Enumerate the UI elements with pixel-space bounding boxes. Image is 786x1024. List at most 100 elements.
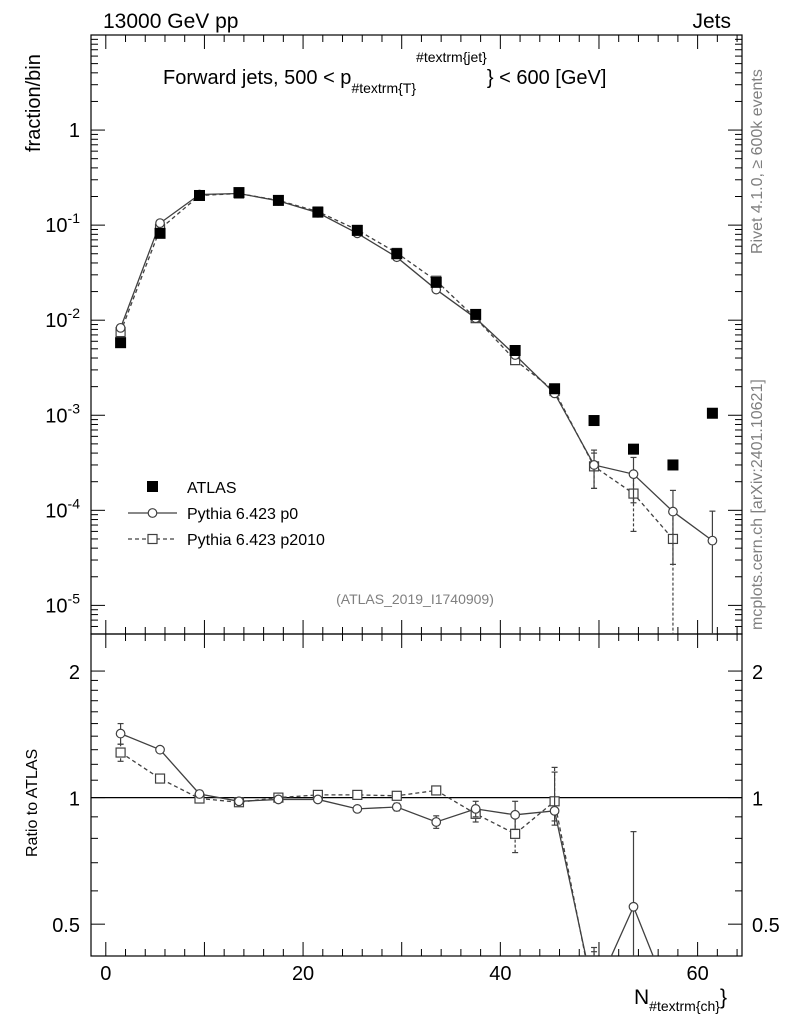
main-p0-point	[589, 460, 599, 470]
main-atlas-point	[391, 248, 403, 260]
ratio-p0-point	[510, 809, 521, 820]
main-y-tick-label: 10-1	[45, 210, 80, 237]
plot-title-tail: } < 600 [GeV]	[487, 67, 607, 89]
x-axis-label-main: N	[634, 986, 649, 1009]
ratio-p2010-point	[510, 828, 521, 839]
main-axis-ticks: 10-510-410-310-210-11	[45, 35, 742, 634]
main-atlas-point	[706, 407, 718, 419]
main-y-tick-base: 10	[45, 405, 67, 427]
jets-label: Jets	[692, 10, 731, 33]
ratio-p0-point	[470, 804, 481, 814]
x-axis-label-tail: }	[720, 986, 727, 1009]
ratio-p0-point	[431, 817, 442, 827]
x-tick-label: 0	[100, 963, 111, 985]
ratio-y-tick-label-right: 2	[752, 662, 763, 684]
main-atlas-point	[588, 415, 600, 427]
main-p0-point	[628, 469, 639, 480]
main-y-tick-label: 10-2	[45, 305, 80, 332]
main-atlas-point	[628, 443, 639, 455]
x-axis-label-sub: #textrm{ch}	[649, 998, 720, 1014]
main-atlas-point	[470, 308, 482, 320]
ratio-y-tick-label-right: 0.5	[752, 915, 780, 937]
ratio-p0-point	[155, 744, 165, 755]
main-atlas-point	[154, 227, 166, 239]
main-p0-point	[155, 218, 165, 229]
rivet-label: Rivet 4.1.0, ≥ 600k events	[749, 69, 766, 254]
ratio-p0-point	[352, 804, 363, 814]
main-p0-line	[119, 192, 713, 542]
ratio-y-tick-label-right: 1	[752, 789, 763, 811]
main-atlas-point	[509, 344, 521, 356]
legend-p2010-marker	[147, 533, 158, 545]
ratio-p0-point	[312, 794, 323, 805]
ratio-p2010-point	[590, 996, 599, 1005]
ratio-p0-point	[628, 901, 639, 912]
ratio-panel-frame	[90, 633, 743, 957]
plot-title-sup: #textrm{jet}	[416, 49, 487, 65]
x-tick-label: 40	[489, 963, 511, 985]
main-atlas-point	[549, 383, 561, 395]
main-y-tick-exponent: -1	[68, 210, 81, 226]
x-tick-label: 20	[292, 963, 314, 985]
main-y-tick-label: 1	[69, 120, 80, 142]
plot-title-main: Forward jets, 500 < p	[163, 67, 351, 89]
mcplots-label: mcplots.cern.ch [arXiv:2401.10621]	[749, 379, 766, 630]
main-p0-point	[668, 506, 678, 517]
main-atlas-point	[667, 459, 679, 471]
main-y-tick-base: 10	[45, 310, 67, 332]
main-atlas-point	[115, 337, 127, 349]
y-axis-label-main: fraction/bin	[23, 54, 45, 152]
main-y-tick-label: 10-3	[45, 400, 80, 427]
main-atlas-point	[233, 187, 245, 199]
main-y-tick-base: 10	[45, 595, 67, 617]
ratio-p0-point	[549, 805, 560, 816]
main-p0-point	[707, 535, 718, 546]
ratio-axis-ticks: 0.5 0.51 12 20 20 40 60	[52, 634, 780, 985]
ratio-y-tick-label: 2	[69, 662, 80, 684]
main-atlas-point	[272, 194, 284, 206]
main-atlas-point	[194, 189, 205, 201]
main-y-tick-label: 10-5	[45, 590, 80, 617]
main-y-tick-label: 10-4	[45, 495, 80, 522]
plot-title: Forward jets, 500 < p#textrm{T}#textrm{j…	[163, 49, 606, 96]
ratio-y-tick-label: 1	[69, 789, 80, 811]
ratio-p0-point	[234, 796, 244, 807]
ratio-y-tick-label: 0.5	[52, 915, 80, 937]
legend-atlas-label: ATLAS	[187, 480, 237, 497]
ratio-p2010-point	[115, 747, 126, 758]
legend: ATLAS Pythia 6.423 p0 Pythia 6.423 p2010	[128, 480, 325, 549]
analysis-watermark: (ATLAS_2019_I1740909)	[336, 591, 494, 607]
legend-atlas-marker	[147, 481, 158, 492]
energy-label: 13000 GeV pp	[103, 10, 238, 33]
main-y-tick-exponent: -5	[68, 590, 81, 606]
main-atlas-point	[312, 206, 324, 218]
legend-p2010-label: Pythia 6.423 p2010	[187, 532, 325, 549]
ratio-p2010-point	[431, 785, 442, 796]
main-atlas-point	[430, 276, 442, 288]
main-y-tick-exponent: -4	[68, 495, 81, 511]
main-atlas-point	[351, 224, 363, 236]
ratio-p2010-point	[391, 790, 402, 801]
ratio-p0-point	[115, 728, 126, 739]
ratio-p0-point	[194, 789, 205, 799]
x-axis-label: N#textrm{ch}}	[634, 986, 727, 1014]
plot-title-sub: #textrm{T}	[351, 80, 416, 96]
ratio-p0-line	[120, 732, 654, 956]
x-tick-label: 60	[686, 963, 708, 985]
main-y-tick-base: 10	[45, 215, 67, 237]
legend-p0-marker	[147, 508, 158, 518]
ratio-p0-point	[273, 794, 284, 805]
ratio-p2010-point	[352, 789, 363, 800]
y-axis-label-ratio: Ratio to ATLAS	[24, 749, 41, 857]
main-plot-data	[115, 187, 718, 634]
ratio-p0-point	[391, 802, 402, 812]
main-y-tick-base: 1	[69, 120, 80, 142]
main-y-tick-exponent: -2	[68, 305, 81, 321]
main-y-tick-base: 10	[45, 500, 67, 522]
main-p0-point	[115, 322, 126, 333]
legend-p0-label: Pythia 6.423 p0	[187, 506, 298, 523]
ratio-plot-data	[115, 722, 676, 1005]
ratio-p2010-line	[120, 751, 586, 956]
ratio-p2010-point	[154, 773, 166, 784]
